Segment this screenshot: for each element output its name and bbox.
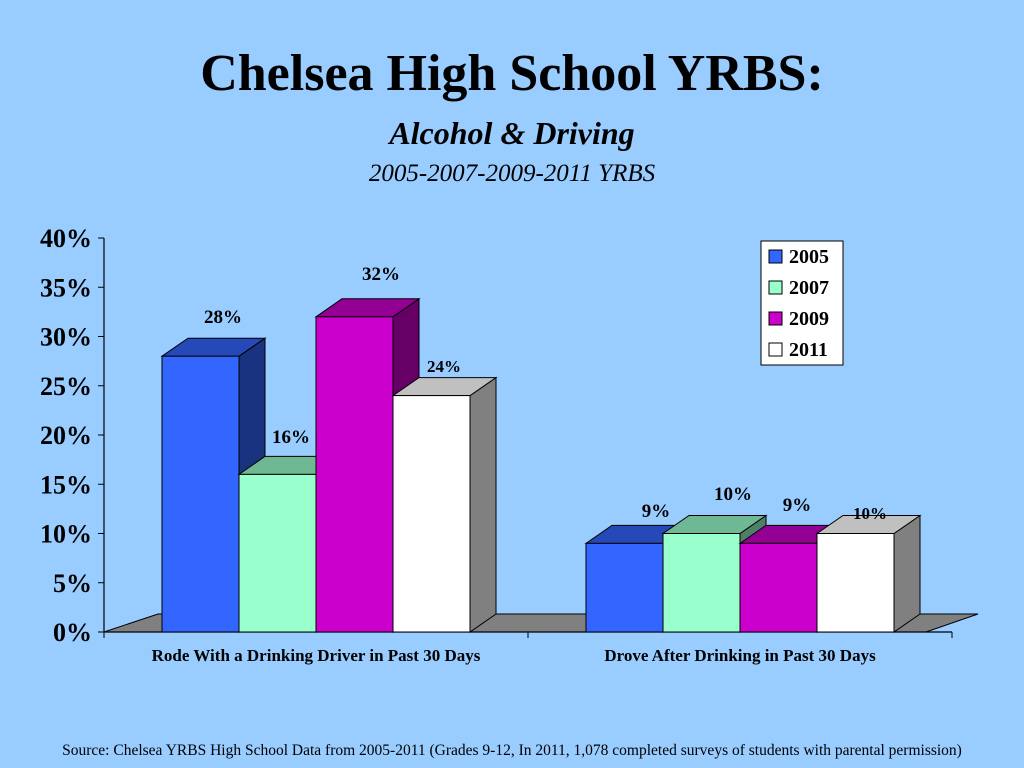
bar-2011-rode-with-drinking-driver xyxy=(391,376,498,633)
data-label-2007: 16% xyxy=(272,427,310,448)
data-label-2011: 24% xyxy=(427,357,461,376)
y-tick-label: 0% xyxy=(53,618,92,647)
legend-swatch-2009 xyxy=(768,311,783,326)
data-label-2011: 10% xyxy=(853,504,887,523)
legend-swatch-2011 xyxy=(768,342,783,357)
data-label-2009: 9% xyxy=(783,495,812,516)
data-label-2009: 32% xyxy=(362,264,400,285)
slide-subtitle: Alcohol & Driving xyxy=(389,115,635,151)
y-tick-label: 30% xyxy=(40,323,92,352)
slide-years: 2005-2007-2009-2011 YRBS xyxy=(368,160,656,187)
source-note: Source: Chelsea YRBS High School Data fr… xyxy=(62,742,962,759)
legend-label-2007: 2007 xyxy=(789,277,829,299)
y-tick-label: 20% xyxy=(40,421,92,450)
data-label-2005: 9% xyxy=(642,501,671,522)
legend-label-2011: 2011 xyxy=(789,339,828,361)
y-tick-label: 35% xyxy=(40,273,92,302)
data-label-2007: 10% xyxy=(714,484,752,505)
y-tick-label: 25% xyxy=(40,372,92,401)
category-label: Rode With a Drinking Driver in Past 30 D… xyxy=(152,646,481,665)
data-label-2005: 28% xyxy=(204,307,242,328)
bar-2011-drove-after-drinking xyxy=(815,514,922,633)
category-label: Drove After Drinking in Past 30 Days xyxy=(604,646,876,665)
legend-swatch-2005 xyxy=(768,249,783,264)
y-tick-label: 40% xyxy=(40,224,92,253)
legend-swatch-2007 xyxy=(768,280,783,295)
legend-label-2005: 2005 xyxy=(789,246,829,268)
y-tick-label: 5% xyxy=(53,569,92,598)
y-tick-label: 15% xyxy=(40,470,92,499)
y-tick-label: 10% xyxy=(40,520,92,549)
legend-label-2009: 2009 xyxy=(789,308,829,330)
slide-title: Chelsea High School YRBS: xyxy=(200,45,824,102)
